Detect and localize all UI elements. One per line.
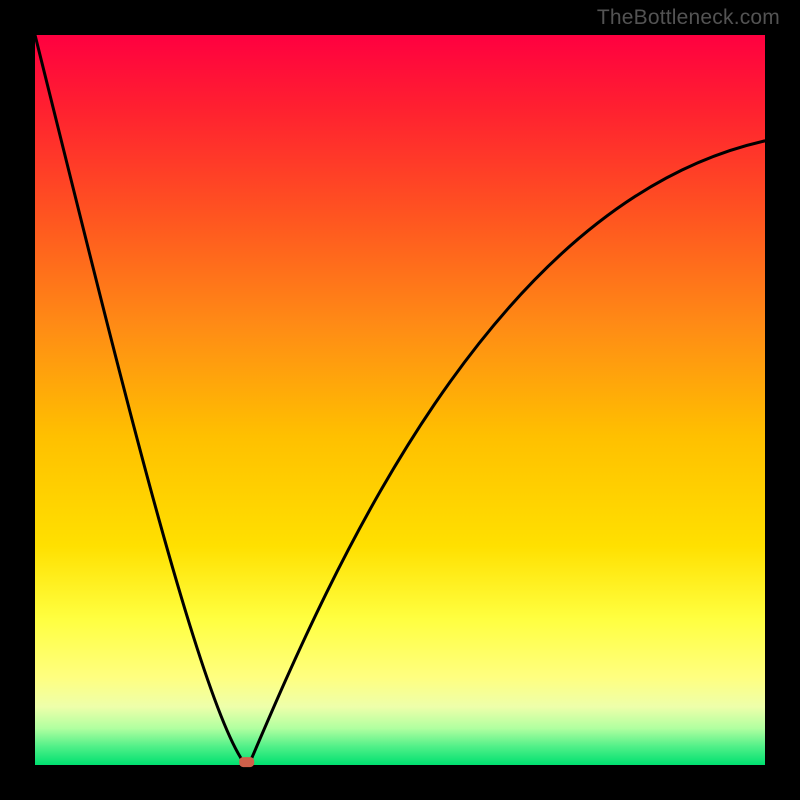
minimum-marker [239,757,254,767]
plot-area [35,35,765,765]
chart-container: TheBottleneck.com [0,0,800,800]
watermark-text: TheBottleneck.com [597,6,780,30]
bottleneck-chart [0,0,800,800]
